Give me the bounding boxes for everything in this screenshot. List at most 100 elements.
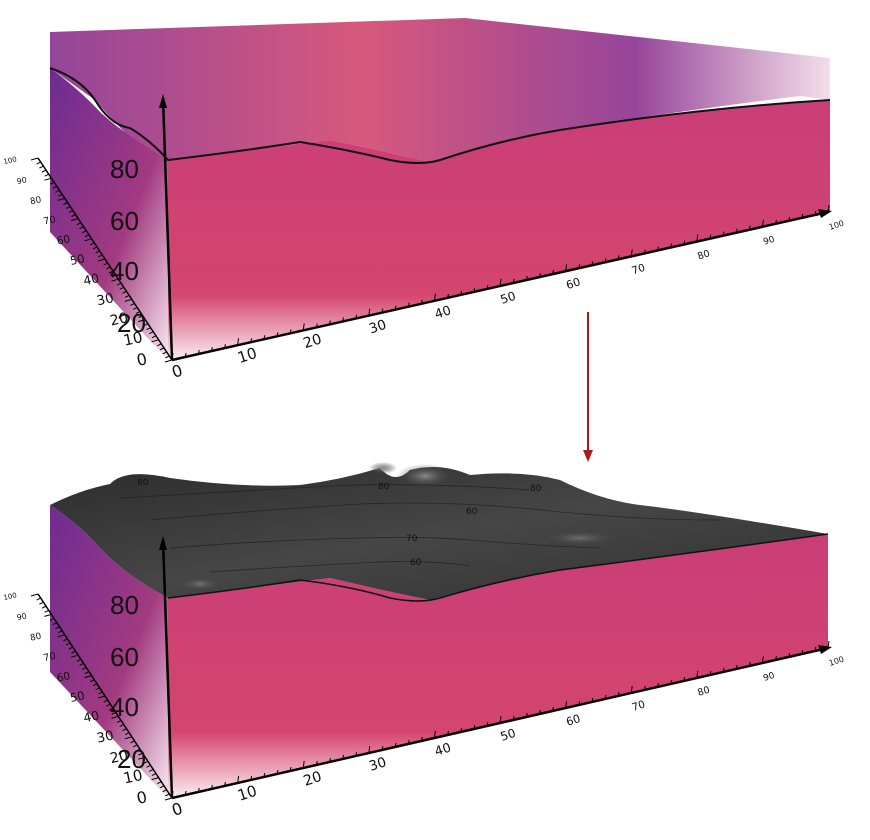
- x-tick: [223, 781, 226, 787]
- x-tick: [460, 290, 463, 296]
- y-tick: [157, 781, 162, 785]
- bottom-contours: [119, 484, 721, 573]
- x-tick: [670, 679, 673, 685]
- y-tick: [119, 286, 124, 290]
- x-tick: [617, 691, 620, 697]
- x-tick: [276, 769, 279, 775]
- x-tick: [801, 649, 804, 655]
- y-tick-label: 40: [82, 707, 101, 725]
- y-tick: [149, 768, 154, 772]
- x-tick: [525, 712, 528, 718]
- bottom-z-axis-arrow: [159, 536, 167, 550]
- y-tick: [162, 789, 167, 793]
- y-tick: [55, 189, 60, 193]
- bottom-surface-edge: [167, 533, 829, 602]
- y-tick: [36, 597, 41, 601]
- y-tick-label: 90: [16, 611, 28, 622]
- x-tick: [801, 213, 804, 219]
- y-tick: [84, 675, 92, 679]
- y-tick: [146, 764, 151, 768]
- y-tick: [71, 218, 79, 222]
- x-tick: [565, 700, 568, 709]
- y-tick: [49, 618, 55, 621]
- top-z-label-60: 60: [110, 206, 139, 236]
- x-tick: [709, 234, 712, 239]
- y-tick: [44, 173, 49, 177]
- y-tick: [151, 335, 157, 339]
- y-tick: [119, 724, 124, 728]
- y-tick: [57, 630, 63, 634]
- x-tick: [276, 332, 279, 337]
- y-tick: [138, 756, 146, 760]
- y-tick: [44, 609, 49, 613]
- y-tick-label: 100: [3, 155, 18, 166]
- contour-line: [169, 536, 601, 549]
- y-tick: [82, 230, 87, 234]
- x-tick: [683, 676, 686, 682]
- y-tick: [164, 797, 173, 801]
- y-tick: [103, 262, 108, 266]
- x-tick: [656, 682, 659, 688]
- y-tick: [149, 331, 154, 335]
- top-volume-lid: [50, 18, 830, 162]
- y-tick-label: 90: [16, 175, 28, 186]
- y-tick: [165, 793, 170, 797]
- x-tick: [604, 694, 607, 700]
- x-tick-label: 40: [433, 741, 453, 760]
- x-tick: [420, 736, 423, 742]
- x-tick-label: 80: [696, 685, 711, 699]
- x-tick: [499, 278, 502, 287]
- x-tick: [499, 715, 502, 724]
- top-volume-side: [50, 68, 168, 360]
- y-tick: [36, 161, 41, 165]
- x-tick: [433, 730, 436, 739]
- x-tick: [696, 234, 699, 242]
- y-tick: [124, 732, 130, 736]
- x-tick: [775, 655, 778, 661]
- bottom-terrain-highlight: [178, 577, 222, 591]
- top-z-axis: [161, 97, 174, 361]
- x-tick: [250, 338, 253, 343]
- y-tick-label: 30: [96, 729, 116, 747]
- y-tick: [151, 777, 159, 781]
- y-tick: [124, 294, 130, 298]
- y-tick: [52, 185, 57, 189]
- y-tick: [116, 282, 122, 286]
- y-tick: [49, 181, 55, 185]
- contour-line: [209, 561, 471, 573]
- x-tick: [223, 344, 226, 349]
- y-tick: [84, 234, 90, 238]
- x-tick: [263, 772, 266, 778]
- y-tick: [39, 601, 44, 605]
- x-tick: [630, 249, 633, 257]
- x-tick: [591, 697, 594, 703]
- y-tick: [84, 238, 92, 242]
- x-tick: [368, 308, 371, 316]
- x-tick: [394, 305, 397, 310]
- x-tick: [473, 287, 476, 293]
- x-tick: [827, 204, 830, 213]
- x-tick: [184, 790, 187, 796]
- y-tick: [132, 307, 138, 310]
- y-tick-label: 100: [3, 591, 18, 602]
- y-tick: [111, 274, 116, 278]
- y-tick: [71, 654, 79, 658]
- y-tick: [97, 258, 106, 262]
- y-tick: [44, 613, 52, 617]
- x-tick-label: 60: [565, 712, 583, 729]
- x-tick: [761, 655, 764, 664]
- x-tick-label: 90: [762, 671, 776, 684]
- y-tick: [71, 214, 76, 218]
- bottom-terrain-highlight: [397, 464, 453, 488]
- bottom-terrain-highlight: [369, 462, 397, 474]
- top-panel: [49, 18, 831, 360]
- y-tick: [63, 201, 68, 205]
- x-tick: [525, 275, 528, 281]
- y-tick: [95, 250, 100, 254]
- x-tick: [315, 760, 318, 766]
- top-z-axis-arrow: [159, 94, 167, 108]
- x-tick-label: 50: [499, 289, 518, 307]
